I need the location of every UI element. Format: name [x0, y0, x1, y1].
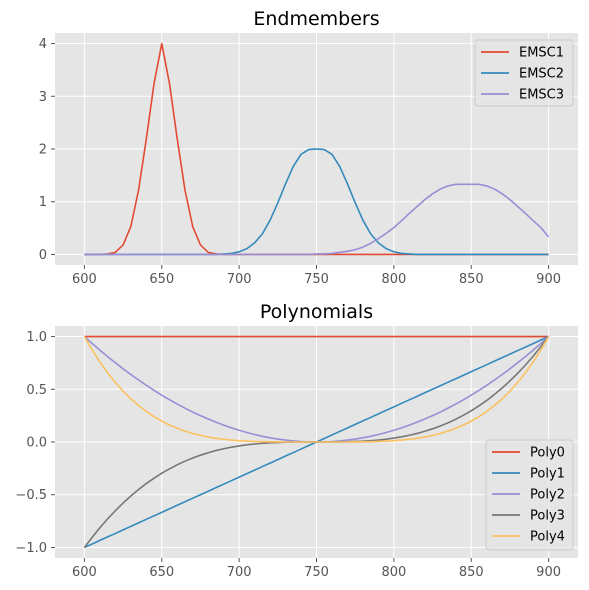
y-tick-label: 0.0 [26, 436, 47, 451]
y-tick-label: 0.5 [26, 383, 47, 398]
legend-box [474, 39, 574, 107]
legend-label: Poly3 [530, 509, 565, 524]
chart-polynomials: 600 650 700 750 800 850 900 −1.0 −0.5 0.0 0.5 1.0 P… [15, 301, 578, 580]
legend-box [485, 439, 574, 551]
legend-label: Poly2 [530, 488, 565, 503]
y-tick-label: 1.0 [26, 330, 47, 345]
y-tick-label: −0.5 [15, 488, 47, 503]
series-line-emsc3 [84, 183, 550, 256]
legend-label: Poly0 [530, 446, 565, 461]
series-line-poly4 [83, 336, 550, 443]
x-tick-label: 600 [72, 565, 97, 580]
y-tick-label: 4 [39, 37, 47, 52]
x-tick-label: 650 [149, 272, 174, 287]
y-tick-label: −1.0 [15, 541, 47, 556]
legend-label: EMSC2 [519, 67, 564, 82]
legend-polynomials: Poly0 Poly1 Poly2 Poly3 Poly4 [485, 439, 574, 551]
chart-title-endmembers: Endmembers [253, 8, 379, 30]
chart-title-polynomials: Polynomials [260, 301, 373, 323]
tick-labels-polynomials: 600 650 700 750 800 850 900 −1.0 −0.5 0.0 0.5 1.0 [15, 330, 561, 580]
x-tick-label: 800 [381, 565, 406, 580]
x-tick-label: 750 [304, 565, 329, 580]
series-lines-endmembers [84, 42, 550, 256]
x-tick-label: 650 [149, 565, 174, 580]
x-tick-label: 600 [72, 272, 97, 287]
x-tick-label: 900 [536, 272, 561, 287]
y-tick-label: 1 [39, 195, 47, 210]
legend-label: Poly1 [530, 467, 565, 482]
x-tick-label: 750 [304, 272, 329, 287]
legend-label: Poly4 [530, 530, 565, 545]
y-tick-label: 2 [39, 143, 47, 158]
legend-label: EMSC1 [519, 46, 564, 61]
legend-endmembers: EMSC1 EMSC2 EMSC3 [474, 39, 574, 107]
y-tick-label: 3 [39, 90, 47, 105]
y-tick-label: 0 [39, 248, 47, 263]
x-tick-label: 850 [459, 565, 484, 580]
tick-labels-endmembers: 600 650 700 750 800 850 900 0 1 2 3 4 [39, 37, 561, 287]
x-tick-label: 700 [227, 565, 252, 580]
x-tick-label: 850 [459, 272, 484, 287]
x-tick-label: 900 [536, 565, 561, 580]
x-tick-label: 800 [381, 272, 406, 287]
chart-endmembers: 600 650 700 750 800 850 900 0 1 2 3 4 Endmembers EM… [39, 8, 578, 287]
legend-label: EMSC3 [519, 88, 564, 103]
series-lines-polynomials [83, 335, 550, 549]
x-tick-label: 700 [227, 272, 252, 287]
